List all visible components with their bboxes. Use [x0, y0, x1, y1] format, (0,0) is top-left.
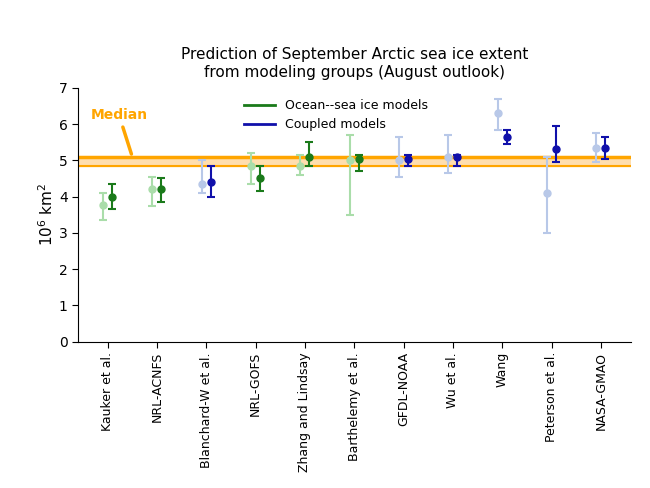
Title: Prediction of September Arctic sea ice extent
from modeling groups (August outlo: Prediction of September Arctic sea ice e…	[181, 47, 528, 80]
Legend: Ocean--sea ice models, Coupled models: Ocean--sea ice models, Coupled models	[239, 94, 433, 136]
Y-axis label: $10^6$ km$^2$: $10^6$ km$^2$	[37, 183, 56, 246]
Text: Median: Median	[90, 108, 148, 154]
Bar	[78, 157, 630, 166]
